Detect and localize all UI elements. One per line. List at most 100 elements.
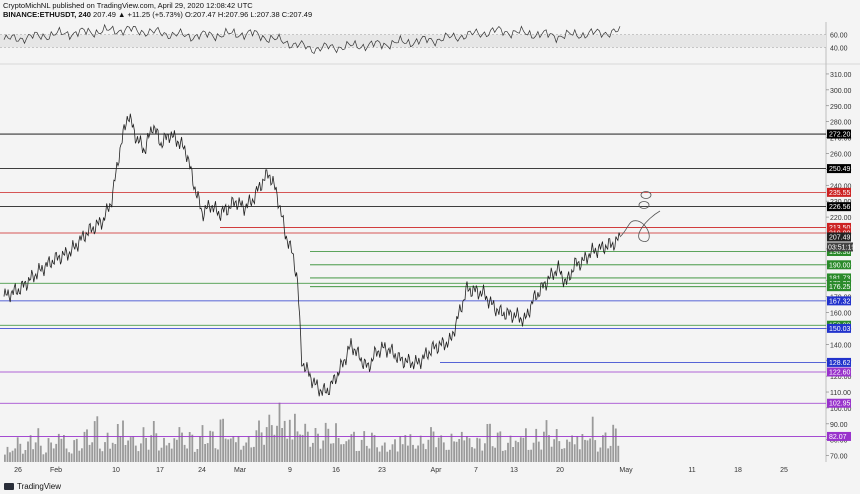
volume-bar [304,423,307,462]
level-badge-label: 207.49 [829,234,851,241]
volume-bar [442,442,445,462]
rsi-tick-label: 40.00 [830,45,848,52]
volume-bar [558,441,561,462]
volume-bar [258,420,260,462]
volume-bar [6,446,9,462]
volume-bar [124,445,127,462]
volume-bar [301,434,304,462]
volume-bar [47,438,50,462]
volume-bar [132,436,135,462]
volume-bar [206,443,209,462]
volume-bar [106,432,109,462]
volume-bar [332,443,335,462]
volume-bar [309,446,312,462]
volume-bar [188,432,191,462]
volume-bar [255,430,258,462]
y-tick-label: 80.00 [830,438,848,445]
volume-bar [484,443,486,462]
level-badge [827,164,851,174]
volume-bar [137,451,140,462]
volume-bar [568,441,571,462]
volume-bar [63,435,65,462]
volume-bar [578,449,581,462]
y-tick-label: 280.00 [830,120,852,127]
volume-bar [294,413,296,462]
countdown-badge [827,242,853,252]
volume-bar [199,436,201,462]
volume-bar [548,435,550,462]
volume-bar [586,440,589,462]
volume-bar [50,442,52,462]
x-tick-label: 20 [556,467,564,474]
volume-bar [458,439,461,462]
volume-bar [345,441,348,462]
volume-bar [291,439,294,462]
volume-bar [104,442,106,462]
rsi-band [0,34,826,48]
volume-bar [150,435,153,462]
tradingview-logo[interactable]: TradingView [4,482,61,491]
volume-bar [201,425,204,462]
volume-bar [247,436,250,462]
level-badge [827,398,851,408]
volume-bar [155,433,158,462]
volume-bar [158,450,160,462]
tradingview-brand: TradingView [17,482,62,491]
volume-bar [504,450,507,462]
volume-bar [45,452,47,462]
volume-bar [299,434,301,462]
volume-bar [22,453,24,462]
y-tick-label: 310.00 [830,72,852,79]
volume-bar [73,440,76,462]
volume-bar [401,444,404,462]
rsi-tick-label: 60.00 [830,33,848,40]
volume-bar [83,431,86,462]
volume-bar [527,449,530,462]
y-tick-label: 290.00 [830,104,852,111]
volume-bar [39,445,42,462]
x-tick-label: 11 [688,467,695,474]
y-tick-label: 110.00 [830,390,851,397]
volume-bar [324,422,327,462]
volume-bar [602,435,604,462]
volume-bar [196,449,199,462]
volume-bar [499,431,502,462]
y-tick-label: 220.00 [830,215,852,222]
volume-bar [512,447,514,462]
level-badge [827,367,851,377]
level-badge [827,431,851,441]
level-badge-label: 272.20 [829,132,851,139]
volume-bar [250,447,253,462]
volume-bar [422,443,425,462]
volume-bar [232,436,235,462]
volume-bar [186,448,188,462]
volume-bar [607,448,609,462]
volume-bar [435,447,437,462]
x-tick-label: 18 [734,467,742,474]
volume-bar [229,438,232,462]
volume-bar [358,450,360,462]
volume-bar [209,430,212,462]
volume-bar [52,448,55,462]
volume-bar [119,436,122,462]
volume-bar [253,446,255,462]
x-tick-label: 7 [474,467,478,474]
price-panel [0,66,826,462]
volume-bar [414,448,417,462]
volume-bar [573,444,576,462]
volume-bar [463,440,466,462]
volume-bar [383,442,386,462]
volume-bar [394,439,396,462]
volume-bar [450,433,453,462]
volume-bar [273,434,276,462]
x-tick-label: Mar [234,467,247,474]
volume-bar [211,431,214,462]
volume-bar [193,451,196,462]
level-badge [827,296,851,306]
volume-bar [614,428,617,462]
volume-bar [260,432,263,462]
level-badge [827,202,851,212]
volume-bar [265,427,268,462]
volume-bar [365,445,368,462]
